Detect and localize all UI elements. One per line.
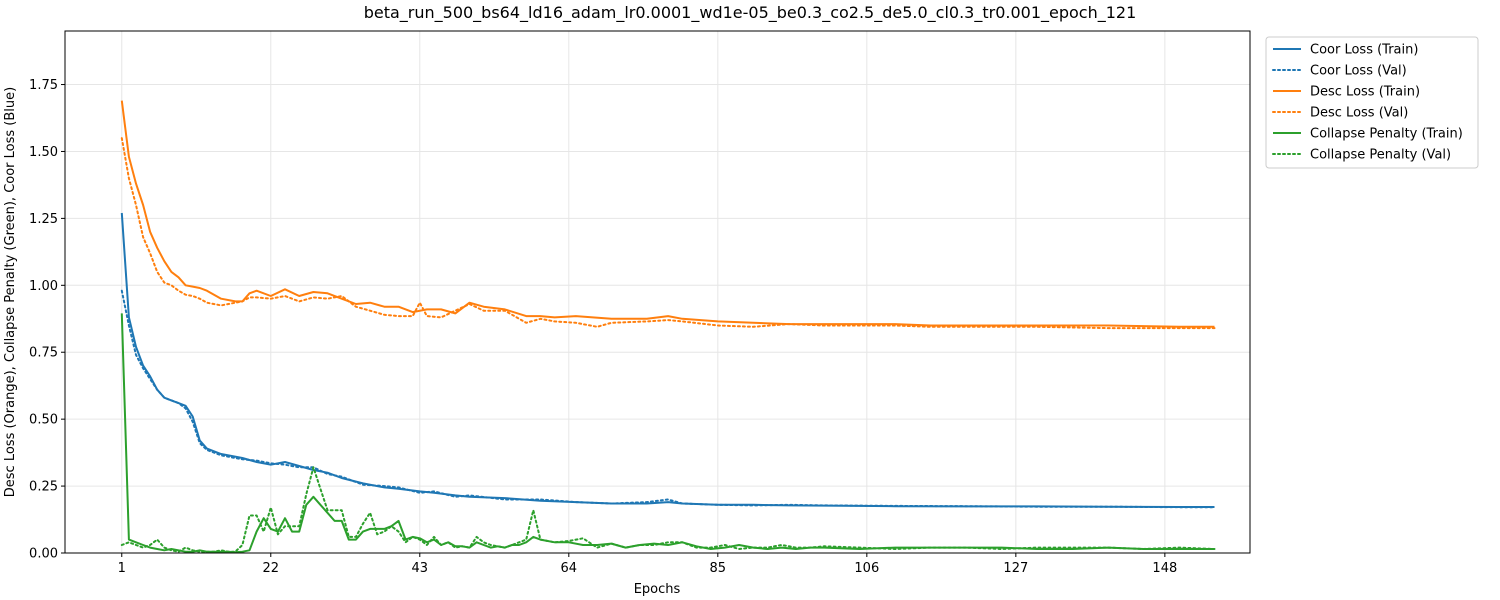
x-tick-label: 43: [412, 561, 429, 576]
y-axis-label: Desc Loss (Orange), Collapse Penalty (Gr…: [3, 87, 18, 497]
x-tick-label: 85: [710, 561, 727, 576]
chart-title: beta_run_500_bs64_ld16_adam_lr0.0001_wd1…: [364, 3, 1137, 23]
y-axis-ticks: 0.00 0.25 0.50 0.75 1.00 1.25 1.50 1.75: [29, 78, 65, 562]
y-tick-label: 0.25: [29, 480, 58, 495]
series-line-coor-loss-val: [120, 289, 1216, 509]
legend-entry-label: Desc Loss (Val): [1310, 106, 1408, 121]
x-tick-label: 64: [561, 561, 578, 576]
legend-entry-label: Collapse Penalty (Val): [1310, 148, 1451, 163]
series-line-desc-loss-val: [120, 137, 1216, 330]
y-tick-label: 1.25: [29, 212, 58, 227]
series-line-collapse-penalty-val: [120, 466, 1216, 553]
series-line-desc-loss-train: [120, 100, 1215, 328]
y-tick-label: 1.00: [29, 279, 58, 294]
x-tick-label: 127: [1003, 561, 1028, 576]
y-tick-label: 1.75: [29, 78, 58, 93]
legend: Coor Loss (Train) Coor Loss (Val) Desc Los…: [1265, 36, 1479, 169]
x-axis-label: Epochs: [634, 582, 681, 597]
plot-frame: [64, 30, 1251, 554]
y-tick-label: 0.00: [29, 547, 58, 562]
y-tick-label: 1.50: [29, 145, 58, 160]
x-tick-label: 1: [118, 561, 126, 576]
legend-entry-label: Coor Loss (Train): [1310, 43, 1418, 58]
x-tick-label: 106: [854, 561, 879, 576]
y-tick-label: 0.50: [29, 413, 58, 428]
legend-entry-label: Desc Loss (Train): [1310, 85, 1420, 100]
y-tick-label: 0.75: [29, 346, 58, 361]
plot-lines: [120, 100, 1216, 554]
legend-entry-label: Coor Loss (Val): [1310, 64, 1407, 79]
legend-box: [1265, 36, 1479, 169]
x-tick-label: 22: [263, 561, 280, 576]
x-axis-ticks: 1 22 43 64 85 106 127 148: [118, 553, 1177, 576]
legend-entry-label: Collapse Penalty (Train): [1310, 127, 1463, 142]
x-tick-label: 148: [1152, 561, 1177, 576]
